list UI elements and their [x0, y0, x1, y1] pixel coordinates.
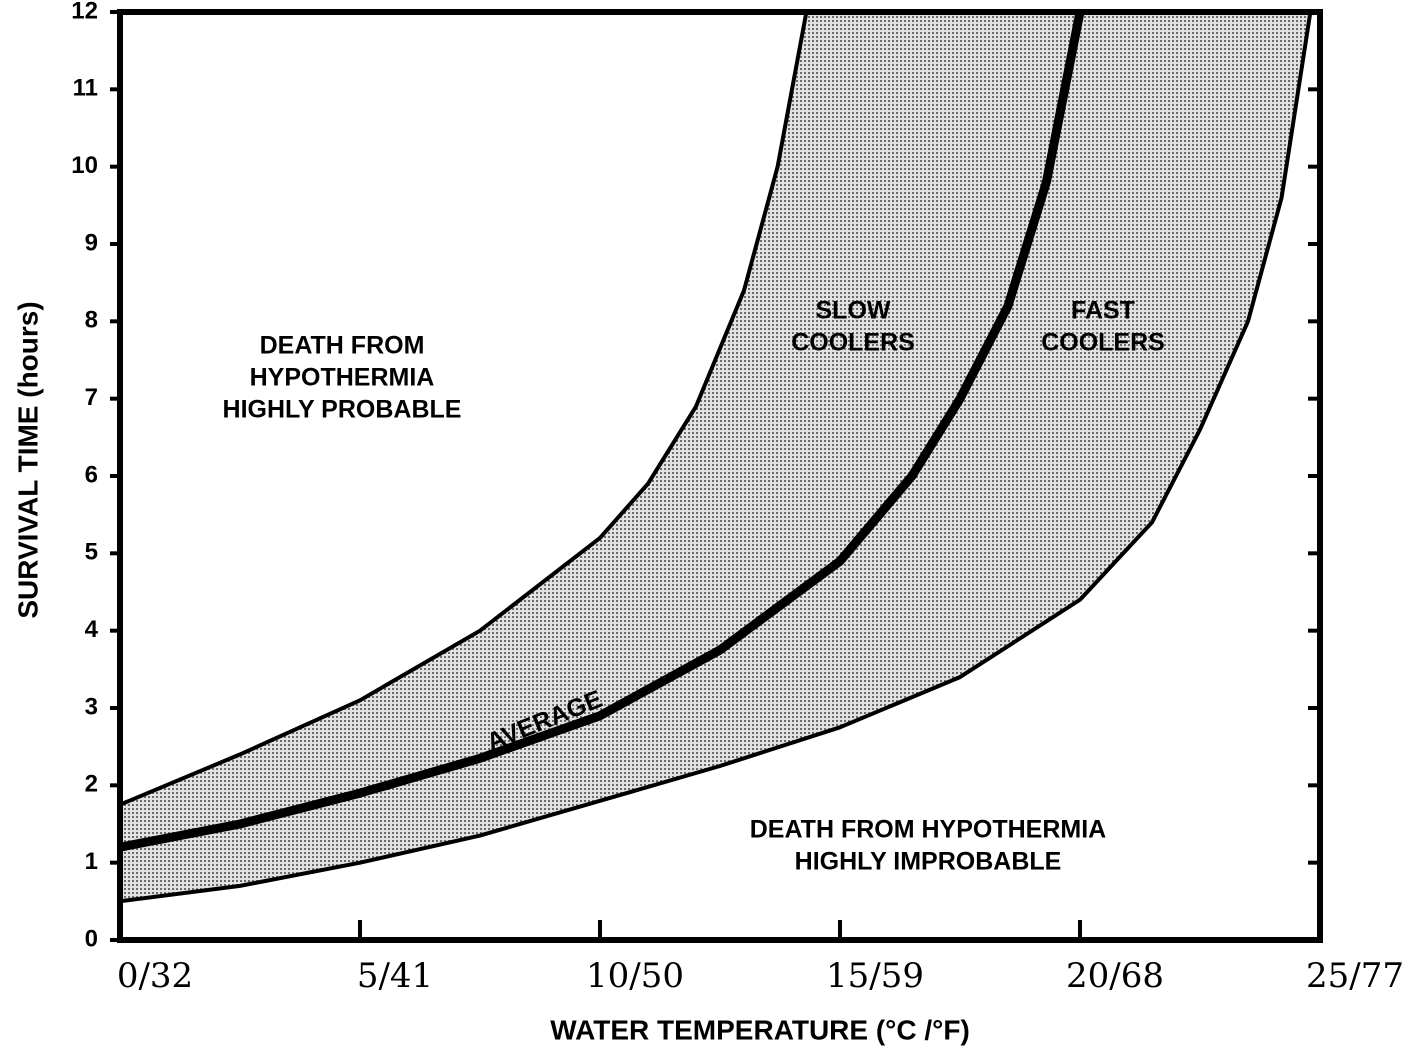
x-tick-label: 0/32	[117, 956, 193, 996]
y-tick-label: 3	[85, 693, 98, 720]
y-tick-label: 2	[85, 771, 98, 798]
y-tick-label: 7	[85, 384, 98, 411]
annotation: HIGHLY PROBABLE	[223, 396, 462, 424]
y-tick-label: 10	[71, 152, 98, 179]
annotation: COOLERS	[791, 329, 915, 357]
y-tick-label: 0	[85, 925, 98, 952]
x-axis-label: WATER TEMPERATURE (°C /°F)	[550, 1014, 970, 1045]
annotation: DEATH FROM HYPOTHERMIA	[750, 816, 1106, 844]
annotation: DEATH FROM	[260, 332, 425, 360]
annotation: COOLERS	[1041, 329, 1165, 357]
annotation: FAST	[1071, 297, 1135, 325]
boundary-line	[120, 12, 809, 807]
x-tick-label: 5/41	[357, 956, 433, 996]
y-tick-label: 1	[85, 848, 98, 875]
x-tick-label: 25/77	[1306, 956, 1404, 996]
y-tick-label: 12	[71, 0, 98, 24]
annotation: HYPOTHERMIA	[250, 364, 435, 392]
y-tick-label: 8	[85, 307, 98, 334]
average-line	[120, 12, 1085, 852]
y-axis-label: SURVIVAL TIME (hours)	[12, 301, 43, 618]
y-tick-label: 4	[85, 616, 99, 643]
x-tick-label: 15/59	[826, 956, 924, 996]
shaded-band	[120, 12, 1311, 902]
y-tick-label: 6	[85, 461, 98, 488]
y-tick-label: 5	[85, 539, 98, 566]
y-tick-label: 9	[85, 229, 98, 256]
boundary-line	[120, 12, 1313, 904]
x-tick-label: 20/68	[1066, 956, 1164, 996]
x-tick-label: 10/50	[586, 956, 684, 996]
y-tick-label: 11	[73, 75, 98, 102]
annotation: SLOW	[816, 297, 891, 325]
annotation: HIGHLY IMPROBABLE	[795, 848, 1062, 876]
